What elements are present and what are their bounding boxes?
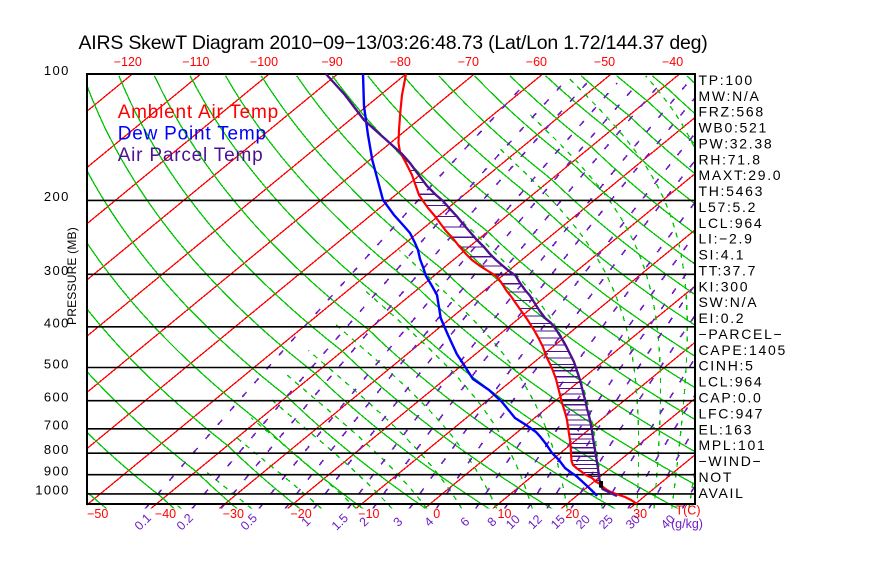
svg-text:LCL:964: LCL:964 — [699, 215, 764, 231]
svg-text:SI:4.1: SI:4.1 — [699, 247, 746, 263]
svg-text:−60: −60 — [526, 55, 547, 69]
svg-text:MPL:101: MPL:101 — [699, 437, 767, 453]
svg-text:TP:100: TP:100 — [699, 72, 754, 88]
svg-text:PRESSURE (MB): PRESSURE (MB) — [65, 227, 79, 325]
svg-text:−80: −80 — [390, 55, 411, 69]
svg-text:LI:−2.9: LI:−2.9 — [699, 231, 754, 247]
svg-text:CINH:5: CINH:5 — [699, 358, 755, 374]
svg-text:1000: 1000 — [35, 483, 70, 498]
svg-text:800: 800 — [44, 442, 70, 457]
svg-text:600: 600 — [44, 390, 70, 405]
svg-text:−50: −50 — [87, 507, 108, 521]
svg-text:500: 500 — [44, 356, 70, 371]
svg-text:TT:37.7: TT:37.7 — [699, 263, 758, 279]
svg-text:−40: −40 — [662, 55, 683, 69]
svg-text:200: 200 — [44, 189, 70, 204]
svg-text:900: 900 — [44, 464, 70, 479]
svg-text:−40: −40 — [155, 507, 176, 521]
svg-text:−100: −100 — [250, 55, 278, 69]
svg-text:RH:71.8: RH:71.8 — [699, 151, 762, 167]
svg-text:MW:N/A: MW:N/A — [699, 88, 761, 104]
svg-text:−WIND−: −WIND− — [699, 453, 763, 469]
svg-text:NOT: NOT — [699, 469, 734, 485]
svg-text:0: 0 — [433, 507, 440, 521]
svg-text:T(C): T(C) — [676, 504, 701, 518]
svg-text:LCL:964: LCL:964 — [699, 374, 764, 390]
svg-text:MAXT:29.0: MAXT:29.0 — [699, 167, 783, 183]
svg-text:−120: −120 — [114, 55, 142, 69]
svg-text:700: 700 — [44, 418, 70, 433]
svg-text:EL:163: EL:163 — [699, 421, 754, 437]
svg-text:(g/kg): (g/kg) — [671, 517, 703, 531]
svg-text:−110: −110 — [182, 55, 209, 69]
svg-text:Ambient Air Temp: Ambient Air Temp — [118, 102, 279, 123]
svg-text:−70: −70 — [458, 55, 479, 69]
svg-text:L57:5.2: L57:5.2 — [699, 199, 758, 215]
svg-text:100: 100 — [44, 63, 70, 78]
svg-text:AIRS SkewT Diagram 2010−09−13/: AIRS SkewT Diagram 2010−09−13/03:26:48.7… — [78, 32, 707, 54]
svg-text:PW:32.38: PW:32.38 — [699, 135, 774, 151]
svg-text:CAPE:1405: CAPE:1405 — [699, 342, 787, 358]
svg-text:KI:300: KI:300 — [699, 278, 750, 294]
svg-text:CAP:0.0: CAP:0.0 — [699, 390, 763, 406]
svg-text:SW:N/A: SW:N/A — [699, 294, 759, 310]
svg-text:AVAIL: AVAIL — [699, 485, 745, 501]
svg-text:−50: −50 — [594, 55, 615, 69]
svg-text:EI:0.2: EI:0.2 — [699, 310, 746, 326]
svg-text:LFC:947: LFC:947 — [699, 405, 765, 421]
svg-text:FRZ:568: FRZ:568 — [699, 104, 765, 120]
svg-text:−30: −30 — [223, 507, 244, 521]
svg-text:−90: −90 — [321, 55, 342, 69]
svg-text:−PARCEL−: −PARCEL− — [699, 326, 784, 342]
svg-text:Air Parcel Temp: Air Parcel Temp — [118, 145, 264, 166]
svg-text:TH:5463: TH:5463 — [699, 183, 765, 199]
svg-text:Dew Point Temp: Dew Point Temp — [118, 123, 267, 144]
svg-text:WB0:521: WB0:521 — [699, 120, 769, 136]
